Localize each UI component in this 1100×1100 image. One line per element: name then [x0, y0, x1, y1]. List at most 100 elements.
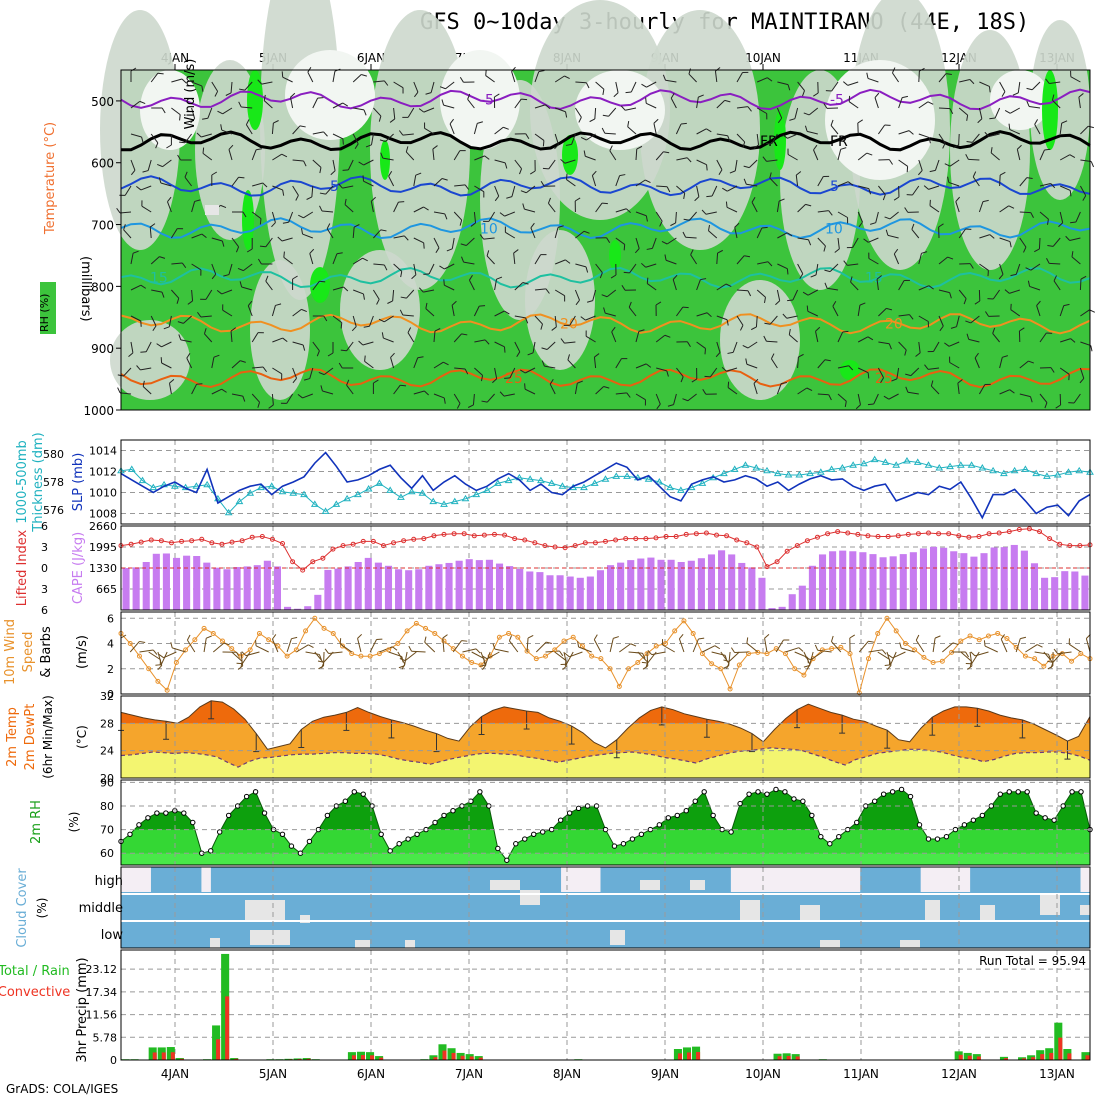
- wind-barb-flag: [1061, 120, 1068, 124]
- rh2m-point: [782, 789, 788, 795]
- wind-barb-flag: [743, 178, 747, 185]
- wind-barb: [743, 159, 758, 169]
- low-rh-region: [340, 250, 420, 370]
- wind-barb-10m: [965, 651, 980, 665]
- thickness-axis-label: Thickness (dm): [31, 432, 46, 532]
- wind-barb-staff: [130, 341, 134, 353]
- wind-barb: [866, 72, 879, 83]
- wind-barb-staff: [544, 365, 556, 369]
- wind-barb-10m-flag: [237, 665, 243, 670]
- wind-barb-flag: [950, 326, 957, 329]
- wind-barb-staff: [847, 81, 859, 86]
- temp-mask: [121, 696, 1090, 750]
- wind-barb-flag: [751, 326, 757, 331]
- wind-barb-flag: [524, 383, 526, 390]
- wind-barb-flag: [177, 154, 182, 161]
- cloud-high-cell: [910, 867, 921, 894]
- lifted-tick-label: 0: [41, 562, 48, 575]
- wind-barb-10m-staff: [1085, 638, 1091, 653]
- wind-barb-staff: [875, 211, 879, 223]
- cape-bar: [203, 562, 211, 610]
- wind-barb: [706, 185, 718, 198]
- wind-barb: [938, 133, 946, 149]
- wind-barb-staff: [837, 211, 848, 218]
- cape-bar: [1041, 577, 1049, 610]
- wind-barb-staff: [393, 235, 405, 239]
- bottom-day-label: 9JAN: [651, 1067, 679, 1081]
- rh2m-point: [575, 805, 582, 812]
- wind-barb-staff: [1059, 211, 1064, 223]
- cape-bar: [637, 558, 645, 610]
- wind-barb-10m: [398, 651, 408, 669]
- wind-barb-staff: [433, 211, 445, 215]
- wind-barb-staff: [265, 237, 273, 248]
- wind-barb: [574, 107, 582, 123]
- cape-bar: [839, 550, 847, 610]
- wind-barb-10m-staff: [148, 651, 161, 661]
- wind-barb-flag: [203, 328, 207, 334]
- wind-barb-staff: [787, 133, 798, 139]
- wind-barb-flag: [702, 388, 707, 395]
- wind-barb: [342, 159, 354, 171]
- wind-barb-flag: [398, 130, 404, 136]
- wind-barb-10m: [408, 645, 426, 653]
- wind-barb-staff: [292, 125, 301, 135]
- wind-barb-10m-staff: [578, 646, 592, 653]
- thickness-point: [310, 500, 319, 507]
- lifted-index-point: [683, 531, 689, 537]
- wind-barb-flag: [911, 223, 915, 230]
- wind-barb-staff: [509, 367, 516, 379]
- wind-barb: [797, 237, 812, 246]
- wind-barb-staff: [221, 129, 233, 135]
- lifted-index-point: [471, 533, 477, 539]
- wind-barb-staff: [120, 392, 132, 395]
- wind-barb-10m: [642, 651, 649, 670]
- cloud-high-cell: [260, 867, 272, 894]
- cloud-gap: [1080, 905, 1090, 915]
- wind-barb: [353, 289, 365, 300]
- thickness-point: [655, 478, 664, 485]
- wind-barb-10m-staff: [509, 640, 519, 653]
- wind-barb-flag: [216, 289, 223, 295]
- wind-barb-flag: [906, 194, 913, 196]
- wind-barb: [252, 366, 267, 373]
- thickness-point: [644, 475, 653, 482]
- wind-barb-staff: [202, 152, 213, 161]
- wind-barb-staff: [938, 133, 946, 144]
- thickness-point: [720, 469, 728, 477]
- wind-barb: [231, 360, 246, 369]
- wind-barb: [474, 367, 484, 382]
- wind-barb-staff: [934, 159, 940, 171]
- cape-bar: [596, 570, 604, 610]
- wind-barb: [251, 332, 264, 343]
- rh2m-point: [522, 836, 528, 842]
- wind-barb-flag: [626, 392, 631, 398]
- wind-barb-staff: [168, 315, 172, 327]
- wind-barb-staff: [948, 181, 960, 187]
- wind-barb-10m: [286, 636, 298, 653]
- wind-barb-flag: [132, 250, 139, 254]
- wind-barb-staff: [992, 289, 1001, 300]
- wind-barb: [330, 159, 336, 176]
- high-rh-region: [840, 360, 860, 380]
- wind-speed-point: [589, 653, 595, 659]
- isotherm-label: 20: [885, 316, 903, 332]
- wind-barb-10m-staff: [901, 647, 915, 653]
- wind-barb-flag: [190, 118, 195, 124]
- wind-barb: [938, 107, 954, 114]
- wind-barb-staff: [878, 185, 886, 195]
- wind-barb-10m-flag: [158, 653, 164, 659]
- wind-barb-flag: [186, 352, 191, 359]
- wind-barb-flag: [417, 356, 424, 359]
- wind-barb-staff: [999, 237, 1011, 243]
- wind-barb-staff: [281, 237, 293, 242]
- wind-barb-staff: [609, 150, 617, 161]
- cloud-gap: [245, 900, 285, 920]
- wind-barb-staff: [757, 261, 769, 265]
- wind-barb-flag: [905, 386, 909, 393]
- cape-bar: [193, 556, 201, 610]
- wind-barb-flag: [179, 141, 186, 144]
- wind-barb-flag: [704, 348, 706, 355]
- wind-barb-flag: [326, 223, 331, 229]
